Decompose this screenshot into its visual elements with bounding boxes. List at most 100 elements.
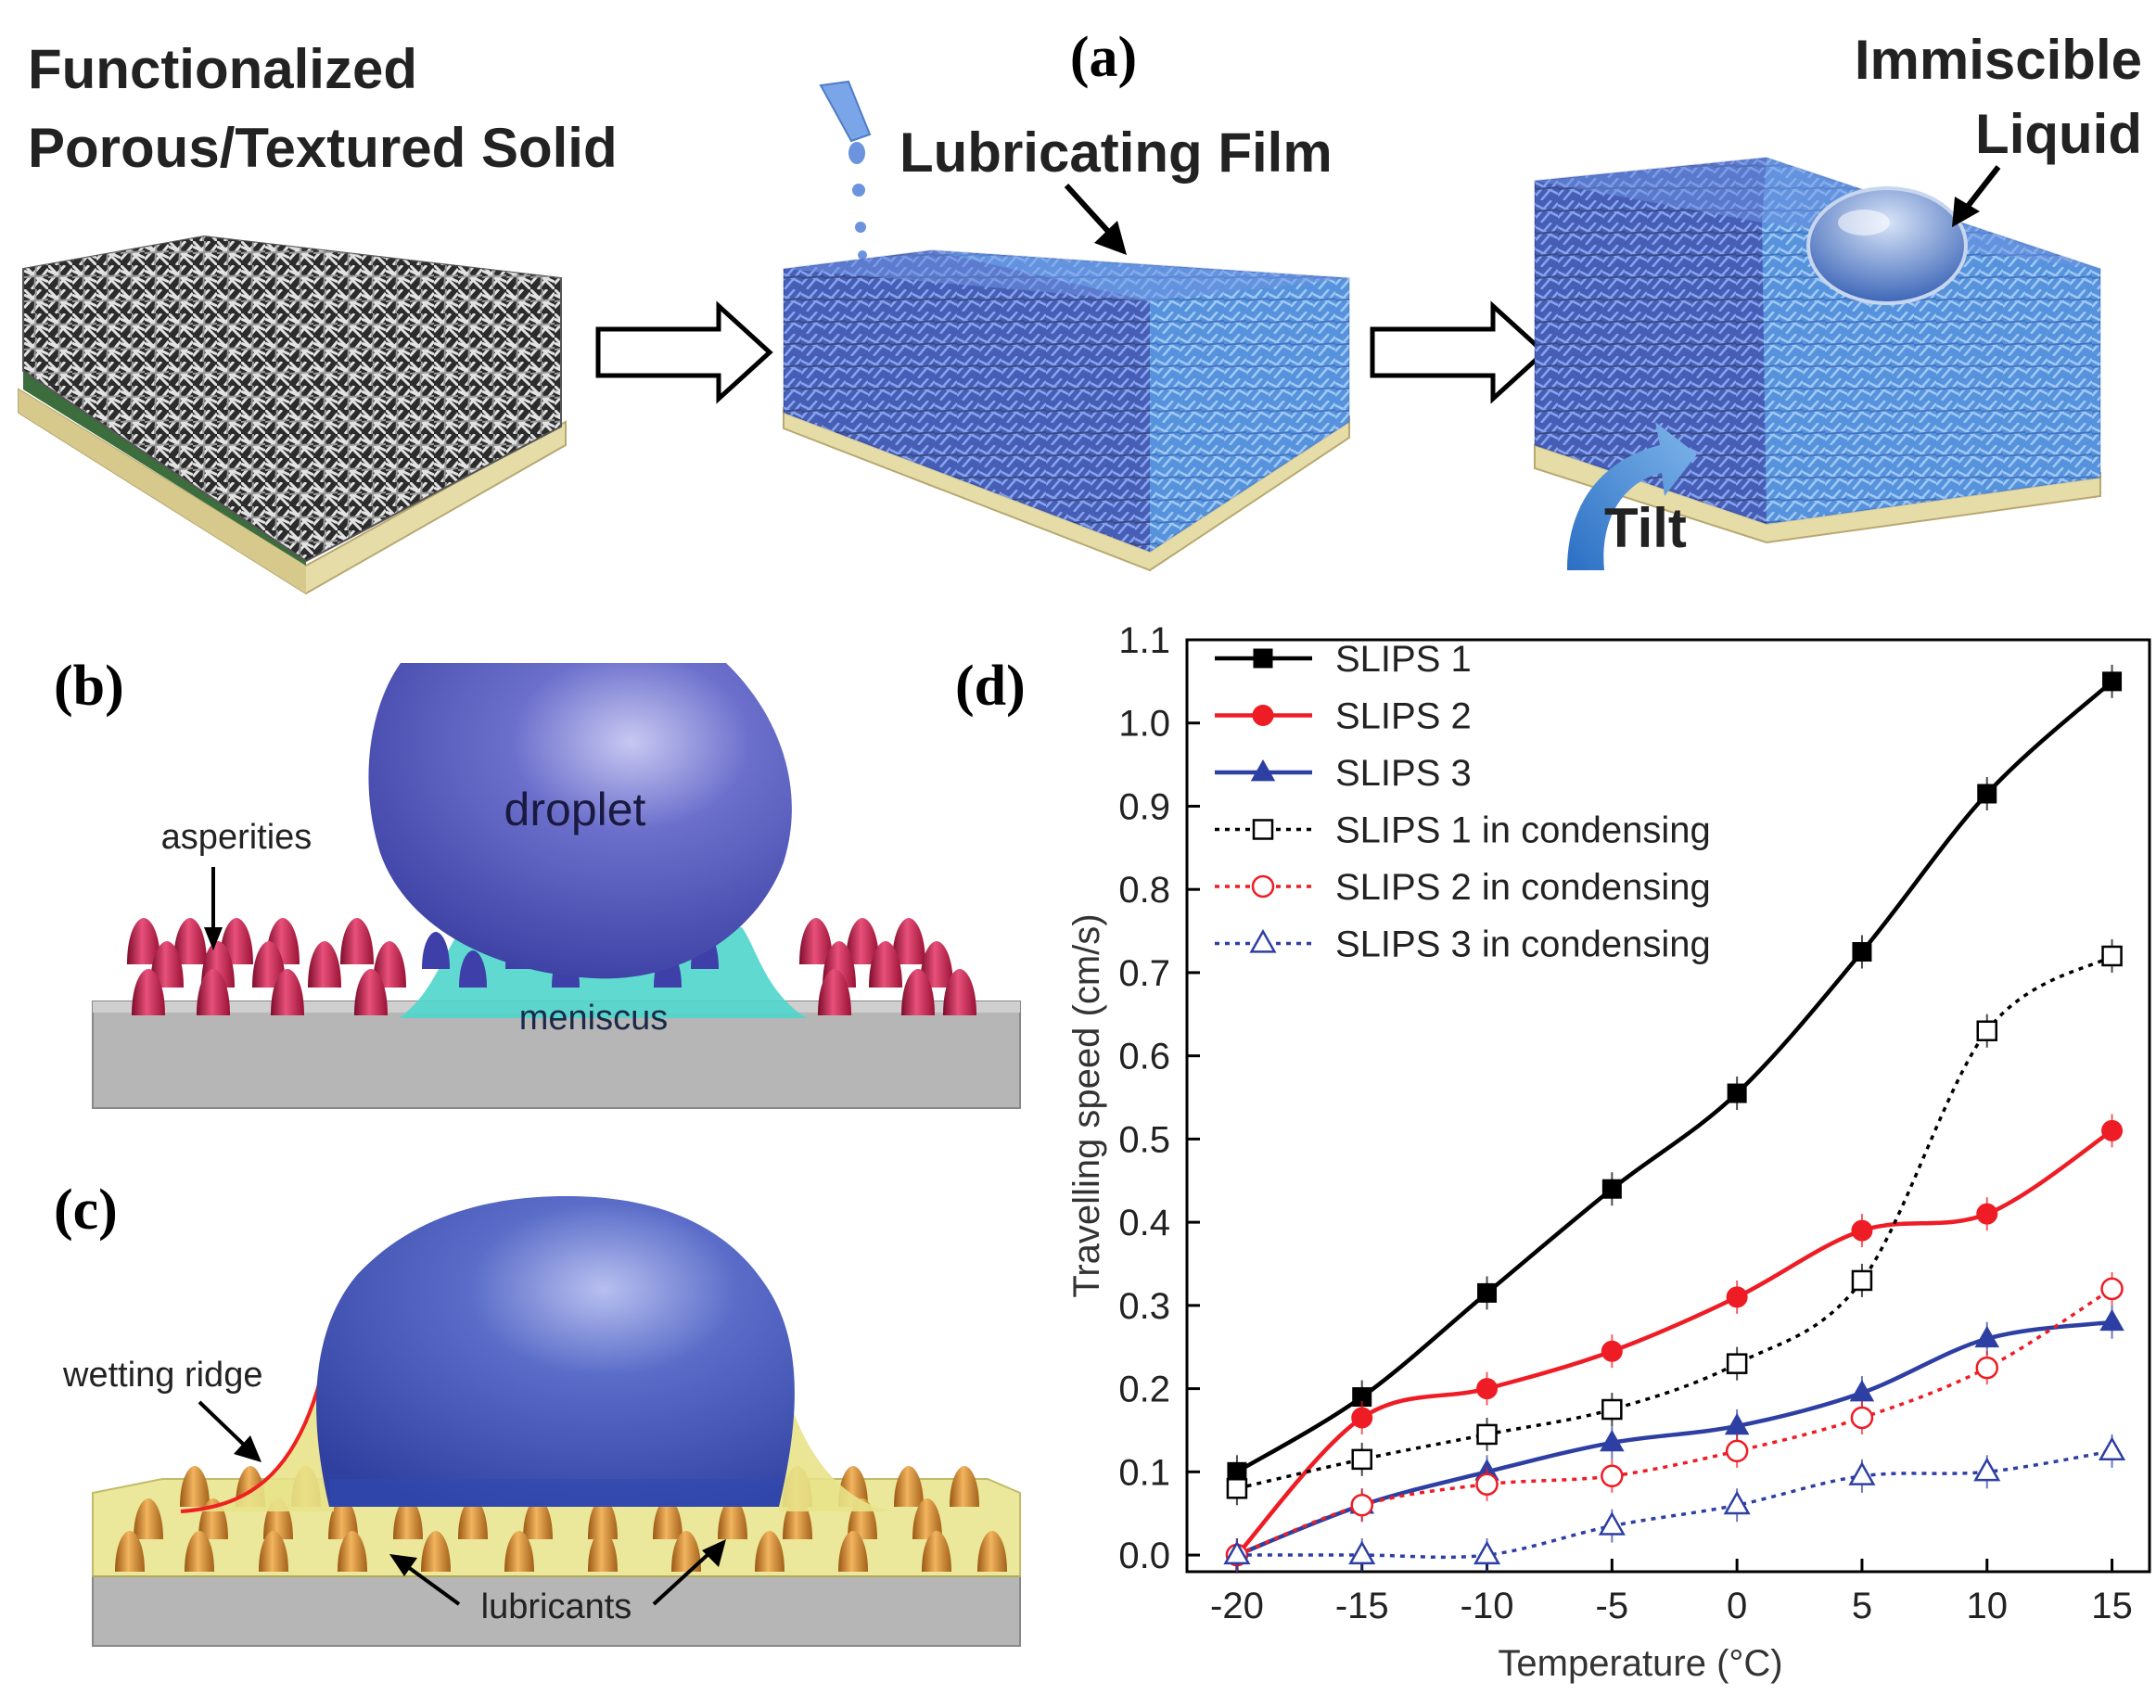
data-point — [2101, 945, 2123, 967]
series-1 — [1227, 664, 2123, 1489]
x-tick-label: -20 — [1210, 1586, 1264, 1626]
legend-marker — [1250, 758, 1276, 782]
step3-title-line2: Liquid — [1975, 103, 2142, 165]
asperities-group — [127, 918, 976, 1015]
x-tick-label: 0 — [1727, 1586, 1747, 1626]
legend-item: SLIPS 2 — [1215, 696, 1472, 737]
series-3 — [1224, 1305, 2124, 1573]
y-axis-label: Travelling speed (cm/s) — [1066, 913, 1107, 1297]
lubricant-bump — [912, 1498, 942, 1539]
immiscible-droplet — [1806, 186, 1968, 305]
asperity — [869, 941, 902, 988]
data-point — [1477, 1282, 1498, 1303]
legend-item: SLIPS 3 — [1215, 753, 1472, 794]
data-point — [1601, 1464, 1624, 1488]
lubricant-bump — [259, 1531, 288, 1572]
y-tick-label: 0.3 — [1118, 1286, 1170, 1327]
y-tick-label: 0.8 — [1118, 870, 1170, 911]
legend-label: SLIPS 1 in condensing — [1335, 810, 1711, 851]
data-point — [1848, 1461, 1876, 1485]
asperity — [818, 969, 851, 1015]
tilt-label: Tilt — [1604, 497, 1687, 559]
y-tick-label: 1.0 — [1118, 704, 1170, 745]
data-point — [1476, 1378, 1499, 1400]
lubricant-bump — [180, 1466, 210, 1507]
step3-title-line1: Immiscible — [1855, 29, 2142, 91]
lubricant-bump — [977, 1531, 1007, 1572]
data-point — [2102, 671, 2123, 692]
data-point — [1598, 1511, 1626, 1536]
asperity — [308, 941, 341, 988]
lubricant-bump — [588, 1531, 618, 1572]
lubricant-bump — [588, 1498, 618, 1539]
data-point — [2099, 1436, 2126, 1460]
data-point — [1726, 1286, 1748, 1308]
legend-item: SLIPS 1 in condensing — [1215, 810, 1711, 851]
data-point — [1223, 1540, 1251, 1565]
lubricant-bump — [185, 1531, 214, 1572]
x-tick-label: 5 — [1852, 1586, 1872, 1626]
legend-label: SLIPS 1 — [1335, 639, 1472, 680]
lubricant-bump — [393, 1498, 423, 1539]
data-point — [2100, 1277, 2124, 1301]
y-tick-label: 0.4 — [1118, 1203, 1170, 1243]
data-point — [2101, 1119, 2124, 1141]
asperities-label: asperities — [161, 818, 313, 857]
data-point — [1852, 941, 1872, 962]
legend-label: SLIPS 2 — [1335, 696, 1472, 737]
data-point — [1851, 1219, 1873, 1242]
data-point — [1851, 1269, 1873, 1292]
asperity — [459, 950, 487, 988]
asperity — [173, 918, 207, 964]
x-axis-label: Temperature (°C) — [1498, 1643, 1782, 1684]
legend-label: SLIPS 3 in condensing — [1335, 924, 1711, 965]
series-line — [1235, 680, 2114, 1474]
data-point — [1976, 1020, 1998, 1041]
droplet-c — [316, 1196, 795, 1507]
asperities-pointer-icon — [204, 867, 223, 950]
data-point — [1476, 1423, 1498, 1446]
legend-label: SLIPS 2 in condensing — [1335, 867, 1711, 908]
legend-label: SLIPS 3 — [1335, 753, 1472, 794]
series-4 — [1226, 938, 2123, 1506]
wetting-ridge-label: wetting ridge — [62, 1356, 262, 1395]
y-tick-label: 0.9 — [1118, 786, 1170, 827]
data-point — [1350, 1493, 1373, 1517]
lubricated-block — [783, 249, 1350, 572]
asperity — [892, 918, 925, 964]
data-point — [1226, 1478, 1248, 1499]
y-tick-label: 0.7 — [1118, 953, 1170, 994]
series-5 — [1225, 1271, 2124, 1573]
lubricant-bump — [523, 1498, 553, 1539]
data-point — [1600, 1429, 1625, 1452]
panel-b: (b) droplet asperities meniscus — [54, 655, 1021, 1109]
meniscus-label: meniscus — [519, 999, 669, 1038]
lubricant-bump — [458, 1498, 488, 1539]
porous-solid-block — [18, 235, 567, 595]
legend-item: SLIPS 3 in condensing — [1215, 924, 1711, 965]
legend-marker — [1249, 928, 1277, 953]
data-point — [1601, 1398, 1623, 1421]
lubricant-bump — [894, 1466, 924, 1507]
panel-a: (a) Functionalized Porous/Textured Solid… — [18, 26, 2142, 595]
data-point — [2099, 1308, 2124, 1332]
lubricants-label: lubricants — [481, 1587, 632, 1626]
legend-marker — [1251, 874, 1275, 899]
film-pointer-arrow-icon — [1064, 183, 1127, 255]
step2-title: Lubricating Film — [899, 121, 1333, 184]
data-point — [1601, 1340, 1623, 1362]
droplet-b — [368, 663, 792, 979]
data-point — [1601, 1179, 1622, 1199]
series-line — [1236, 1449, 2112, 1560]
lubricant-bump — [838, 1531, 868, 1572]
y-tick-label: 0.6 — [1118, 1037, 1170, 1077]
lubricant-bump — [950, 1466, 979, 1507]
data-point — [1727, 1083, 1747, 1103]
series-6 — [1223, 1434, 2126, 1573]
liquid-pointer-arrow-icon — [1952, 165, 2001, 227]
lubricant-bump — [115, 1531, 145, 1572]
asperity — [373, 941, 406, 988]
panel-d-label: (d) — [955, 655, 1026, 718]
data-point — [1723, 1490, 1751, 1515]
